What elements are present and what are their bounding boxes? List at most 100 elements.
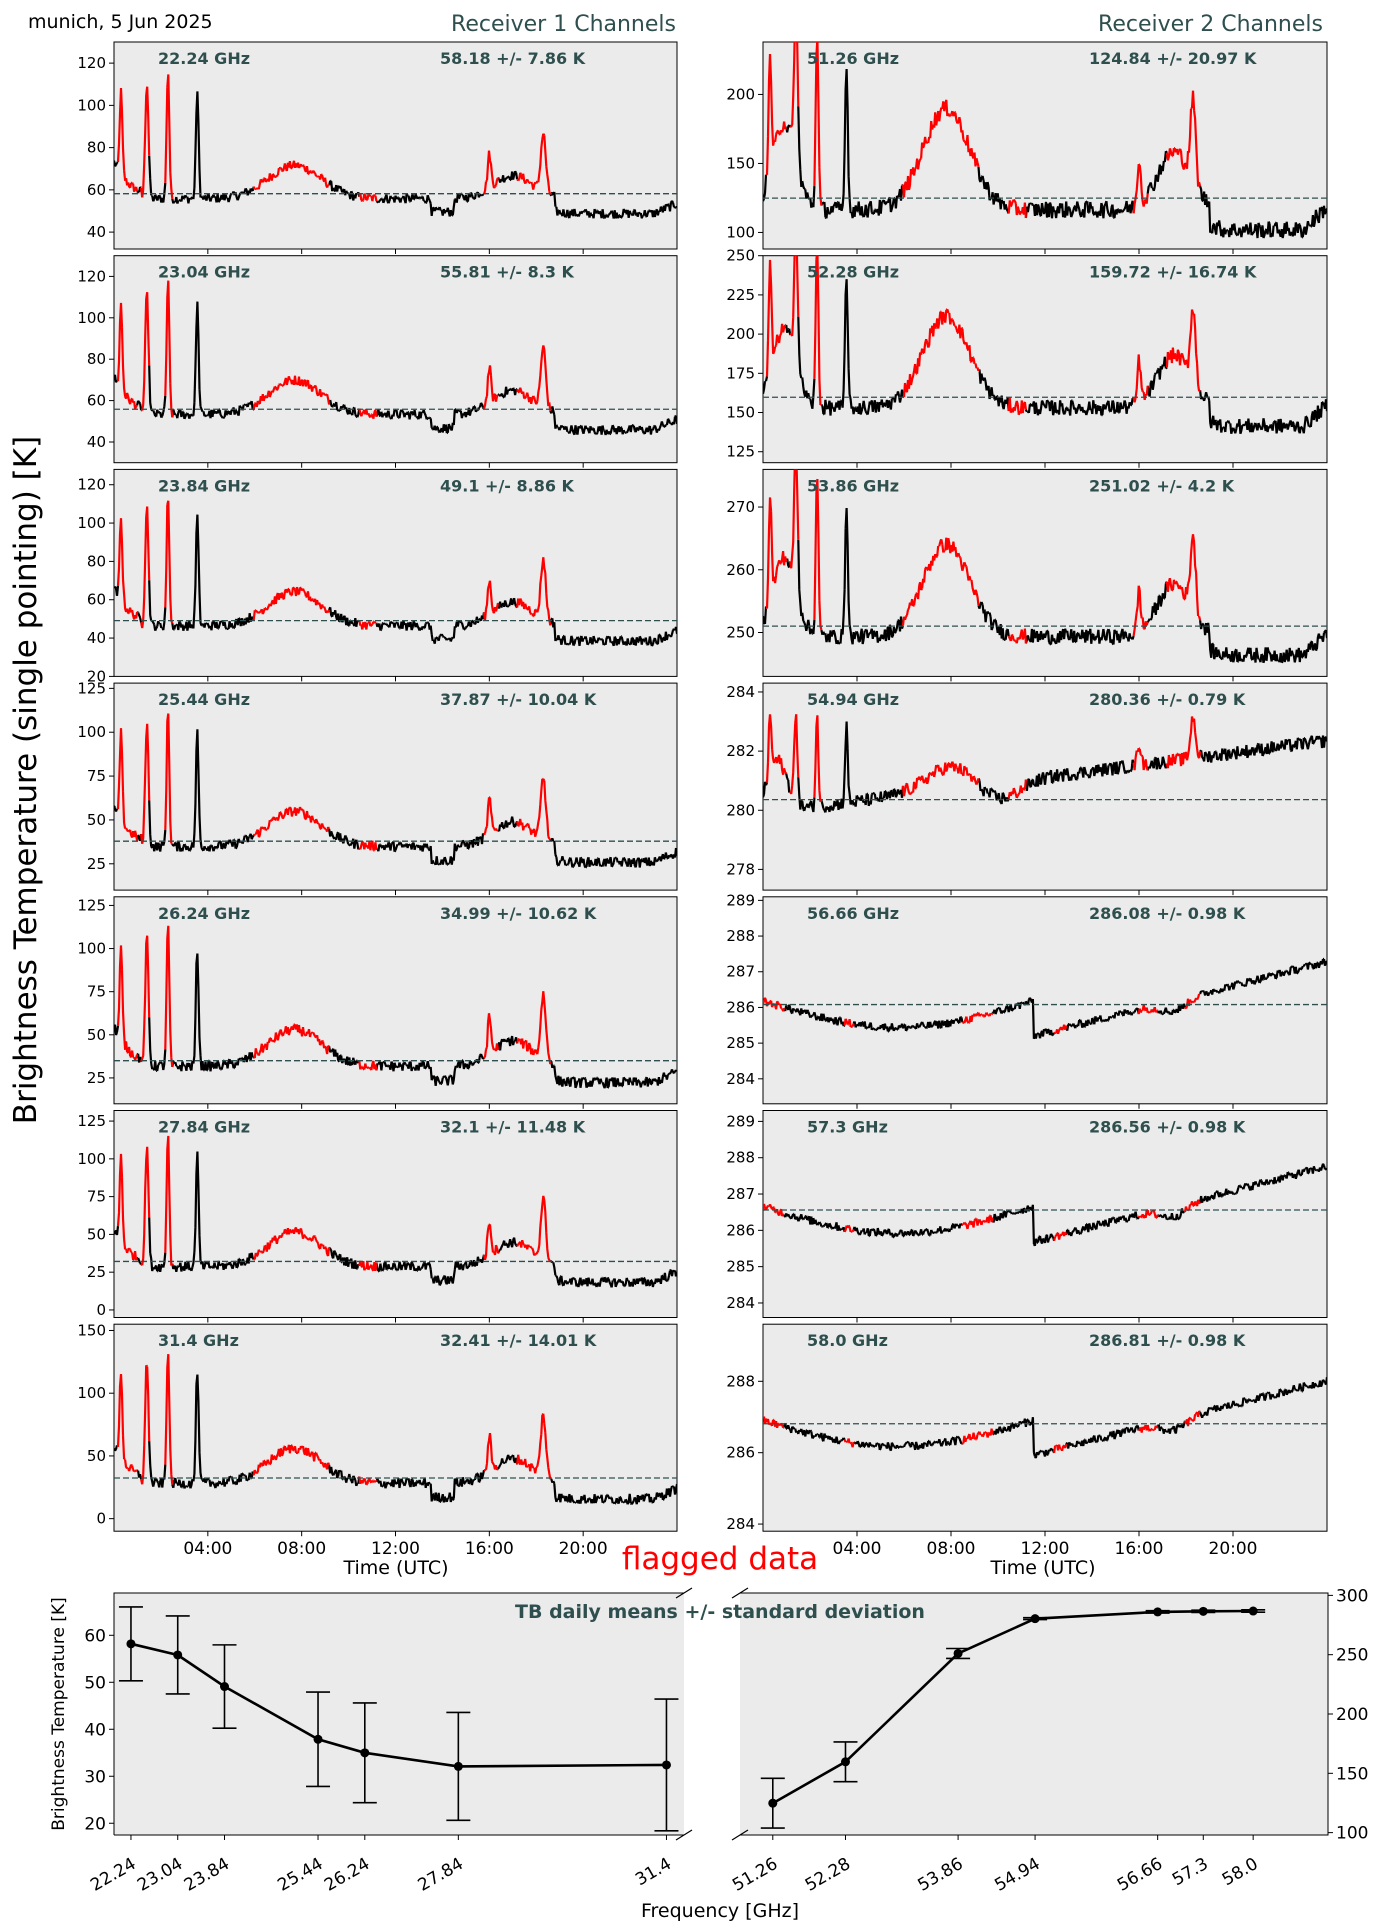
mean-point [126,1639,136,1649]
summary-left-y-label: 30 [84,1767,106,1787]
y-tick-label: 250 [726,247,755,265]
channel-stats-label: 49.1 +/- 8.86 K [440,476,575,495]
y-tick-label: 225 [726,286,755,304]
y-tick-label: 200 [726,325,755,343]
summary-right-y-label: 300 [1336,1586,1368,1606]
channel-stats-label: 34.99 +/- 10.62 K [440,904,597,923]
panel-rx2-5666: 284 285 286 287 288 289 56.66 GHz 286.08 +/- 0.… [726,891,1328,1109]
y-tick-label: 284 [726,1515,755,1533]
y-tick-label: 50 [87,1225,106,1243]
y-tick-label: 286 [726,998,755,1016]
channel-stats-label: 286.08 +/- 0.98 K [1089,904,1246,923]
y-tick-label: 286 [726,1444,755,1462]
y-tick-label: 125 [77,896,106,914]
y-tick-label: 125 [726,443,755,461]
mean-point [1248,1606,1258,1616]
panel-rx2-5494: 278 280 282 284 54.94 GHz 280.36 +/- 0.79 K [726,682,1328,896]
y-tick-label: 287 [726,1185,755,1203]
y-tick-label: 100 [77,514,106,532]
panel-frame [762,1110,1328,1318]
channel-stats-label: 251.02 +/- 4.2 K [1089,476,1235,495]
channel-stats-label: 286.56 +/- 0.98 K [1089,1118,1246,1137]
mean-point [1198,1606,1208,1616]
channel-frequency-label: 56.66 GHz [807,904,899,923]
series-line-ok [114,514,677,647]
channel-frequency-label: 57.3 GHz [807,1118,888,1137]
y-tick-label: 288 [726,1149,755,1167]
y-tick-label: 25 [87,1263,106,1281]
y-tick-label: 150 [77,1321,106,1339]
frequency-tick-label: 52.28 [802,1854,854,1896]
channel-frequency-label: 22.24 GHz [158,49,250,68]
panel-rx2-573: 284 285 286 287 288 289 57.3 GHz 286.56 +/- 0.9… [726,1110,1328,1323]
y-tick-label: 60 [87,181,106,199]
frequency-tick-label: 56.66 [1114,1854,1166,1896]
receiver2-title: Receiver 2 Channels [1098,12,1323,37]
global-y-axis-label: Brightness Temperature (single pointing)… [8,436,44,1124]
mean-point [219,1682,229,1692]
frequency-tick-label: 58.0 [1219,1854,1262,1890]
y-tick-label: 100 [77,1150,106,1168]
channel-frequency-label: 25.44 GHz [158,690,250,709]
y-tick-label: 125 [77,679,106,697]
y-tick-label: 100 [77,940,106,958]
channel-stats-label: 286.81 +/- 0.98 K [1089,1331,1246,1350]
receiver1-time-axis-label: Time (UTC) [342,1557,448,1579]
panel-rx2-580: 284 286 288 58.0 GHz 286.81 +/- 0.98 K 04:00 0… [726,1323,1328,1559]
y-tick-label: 260 [726,561,755,579]
y-tick-label: 100 [726,223,755,241]
channel-frequency-label: 52.28 GHz [807,263,899,282]
time-tick-label: 12:00 [1021,1539,1070,1559]
frequency-tick-label: 27.84 [415,1854,467,1896]
y-tick-label: 288 [726,927,755,945]
y-tick-label: 250 [726,623,755,641]
channel-stats-label: 32.1 +/- 11.48 K [440,1118,586,1137]
time-tick-label: 04:00 [833,1539,882,1559]
summary-y-axis-label: Brightness Temperature [K] [49,1597,69,1830]
panel-rx1-314: 0 50 100 150 31.4 GHz 32.41 +/- 14.01 K 04:00 0… [77,1321,678,1559]
y-tick-label: 80 [87,139,106,157]
axis-break-mark [731,1587,749,1599]
y-tick-label: 284 [726,683,755,701]
receiver1-title: Receiver 1 Channels [451,12,676,37]
series-line-flagged [116,280,552,419]
frequency-tick-label: 25.44 [274,1854,326,1896]
y-tick-label: 100 [77,96,106,114]
summary-right-y-label: 250 [1336,1646,1368,1666]
summary-x-axis-label: Frequency [GHz] [641,1900,799,1922]
axis-break-gap [684,1591,740,1837]
summary-right-y-label: 150 [1336,1764,1368,1784]
y-tick-label: 120 [77,476,106,494]
mean-point [953,1648,963,1658]
y-tick-label: 289 [726,1112,755,1130]
frequency-tick-label: 23.84 [181,1854,233,1896]
time-tick-label: 04:00 [183,1539,232,1559]
y-tick-label: 284 [726,1294,755,1312]
channel-frequency-label: 53.86 GHz [807,476,899,495]
channel-stats-label: 124.84 +/- 20.97 K [1089,49,1257,68]
panel-rx1-2304: 40 60 80 100 120 23.04 GHz 55.81 +/- 8.3 K [77,255,678,468]
axis-break-mark [675,1587,693,1599]
y-tick-label: 40 [87,223,106,241]
y-tick-label: 284 [726,1070,755,1088]
summary-left-frame [113,1592,684,1836]
channel-frequency-label: 27.84 GHz [158,1118,250,1137]
time-tick-label: 16:00 [465,1539,514,1559]
summary-left-y-label: 50 [84,1673,106,1693]
flagged-data-legend: flagged data [622,1541,818,1577]
summary-left-y-label: 40 [84,1720,106,1740]
y-tick-label: 286 [726,1221,755,1239]
channel-stats-label: 58.18 +/- 7.86 K [440,49,586,68]
panel-rx1-2784: 0 25 50 75 100 125 27.84 GHz 32.1 +/- 11.48 K [77,1110,678,1323]
axis-break-mark [675,1829,693,1841]
panel-frame [113,682,678,891]
panel-frame [762,1323,1328,1532]
mean-point [173,1650,183,1660]
frequency-tick-label: 51.26 [729,1854,781,1896]
frequency-tick-label: 31.4 [632,1854,675,1890]
y-tick-label: 40 [87,433,106,451]
frequency-tick-label: 57.3 [1169,1854,1212,1890]
y-tick-label: 75 [87,1188,106,1206]
y-tick-label: 0 [96,1301,106,1319]
